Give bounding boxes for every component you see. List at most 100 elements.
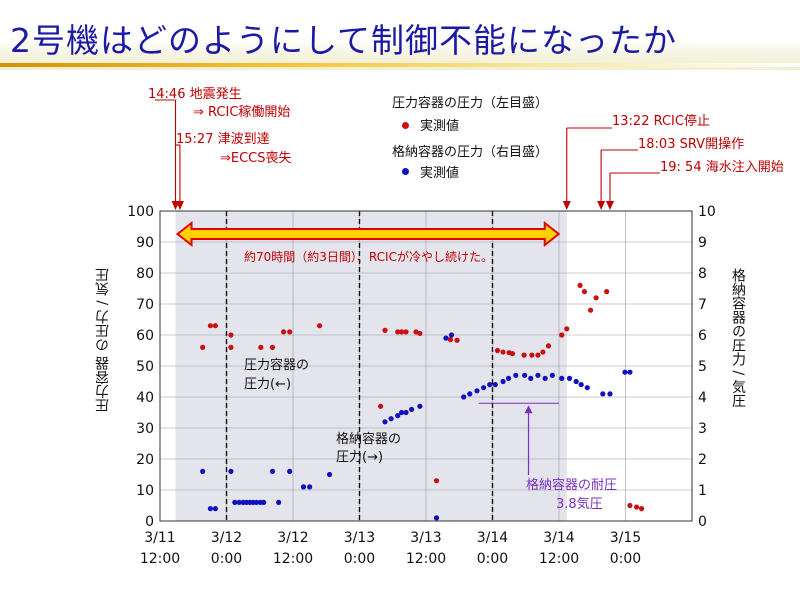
pcv-point [232, 499, 238, 505]
rpv-point [228, 332, 234, 338]
rpv-point [633, 504, 640, 510]
page-title: 2号機はどのようにして制御不能になったか [10, 21, 678, 60]
y-tick-label: 40 [136, 390, 154, 406]
x-tick-label: 3/12 [277, 530, 308, 546]
y2-tick-label: 1 [698, 483, 707, 499]
rpv-point [521, 352, 527, 358]
event-tsunami: 15:27 津波到達 [176, 132, 270, 147]
title-band [0, 0, 800, 70]
x-tick-label: 3/15 [610, 530, 641, 546]
y-tick-label: 10 [136, 483, 154, 499]
x-tick-label: 3/12 [211, 530, 242, 546]
rpv-point [207, 323, 214, 329]
rpv-point [638, 506, 645, 512]
pcv-point [467, 391, 473, 397]
legend-pcv-label: 格納容器の圧力（右目盛） [392, 145, 549, 160]
rpv-point [280, 329, 287, 335]
y-tick-label: 0 [145, 514, 154, 530]
pcv-point [275, 499, 282, 505]
rpv-point [604, 289, 610, 295]
legend-rpv-sub: 実測値 [420, 119, 460, 134]
pcv-point [261, 499, 267, 505]
x-tick-label: 0:00 [610, 551, 641, 567]
rpv-point [587, 307, 594, 313]
pcv-point [300, 484, 307, 490]
rpv-point [228, 344, 234, 350]
pcv-point [500, 378, 506, 385]
y2-tick-label: 8 [698, 266, 707, 282]
rpv-point [447, 337, 453, 343]
rpv-point [454, 337, 460, 343]
y2-tick-label: 7 [698, 297, 707, 313]
rpv-point [382, 327, 388, 333]
rpv-point [593, 295, 599, 301]
pcv-point [542, 375, 548, 381]
pcv-point [559, 375, 565, 381]
rpv-point [433, 478, 440, 484]
pcv-point [600, 391, 606, 397]
pcv-point [461, 394, 467, 400]
event-srv-open: 18:03 SRV開操作 [638, 137, 745, 152]
y2-tick-label: 10 [698, 204, 716, 220]
pcv-point [481, 385, 487, 391]
pcv-point [403, 409, 409, 416]
rpv-point [269, 344, 276, 350]
rpv-point [545, 343, 552, 349]
rpv-point [529, 352, 535, 358]
y-tick-label: 80 [136, 266, 154, 282]
rpv-point [577, 282, 583, 288]
rpv-point [535, 352, 541, 358]
rpv-point [627, 502, 633, 509]
design-pressure-label-1: 格納容器の耐圧 [526, 478, 618, 493]
event-marker-head [605, 201, 614, 210]
y2-tick-label: 9 [698, 235, 707, 251]
y2-tick-label: 6 [698, 328, 707, 344]
legend-pcv-dot [402, 168, 409, 175]
event-marker-head [562, 201, 571, 210]
event-marker-head [175, 201, 184, 210]
pcv-point [399, 409, 405, 416]
y-tick-label: 90 [136, 235, 154, 251]
pcv-point [200, 468, 206, 474]
y-tick-label: 50 [136, 359, 154, 375]
rpv-point [509, 351, 516, 357]
y-tick-label: 60 [136, 328, 154, 344]
design-pressure-label-2: 3.8気圧 [556, 497, 603, 512]
pcv-point [287, 468, 293, 474]
pcv-point [307, 484, 313, 490]
y2-tick-label: 3 [698, 421, 707, 437]
pcv-point [474, 388, 480, 394]
x-tick-label: 12:00 [140, 551, 180, 567]
pcv-point [578, 382, 584, 388]
pcv-point [253, 499, 260, 505]
rpv-point [417, 330, 423, 337]
rcic-duration-label: 約70時間（約3日間）、RCICが冷やし続けた。 [244, 250, 493, 264]
pcv-point [622, 369, 628, 375]
y-tick-label: 30 [136, 421, 154, 437]
pcv-point [212, 506, 219, 512]
pcv-point [269, 468, 276, 474]
rpv-point [403, 329, 409, 335]
event-seawater: 19: 54 海水注入開始 [660, 160, 784, 175]
rpv-point [500, 349, 506, 355]
y2-tick-label: 2 [698, 452, 707, 468]
pcv-point [573, 378, 579, 385]
x-tick-label: 3/13 [410, 530, 441, 546]
pcv-point [535, 372, 541, 378]
pcv-point [388, 416, 394, 422]
x-tick-label: 3/11 [144, 530, 175, 546]
rpv-point [559, 332, 565, 338]
y2-tick-label: 4 [698, 390, 707, 406]
x-tick-label: 12:00 [273, 551, 313, 567]
plot-frame [159, 210, 693, 522]
rpv-inline-label-2: 圧力(←) [244, 377, 292, 392]
pcv-point [448, 332, 455, 338]
y-tick-label: 20 [136, 452, 154, 468]
event-eccs-loss: ⇒ECCS喪失 [220, 151, 292, 166]
rpv-point [212, 323, 219, 329]
pcv-point [505, 375, 512, 381]
pcv-point [395, 413, 401, 419]
pcv-point [443, 335, 449, 341]
pcv-point [492, 382, 498, 388]
pcv-point [207, 506, 214, 512]
